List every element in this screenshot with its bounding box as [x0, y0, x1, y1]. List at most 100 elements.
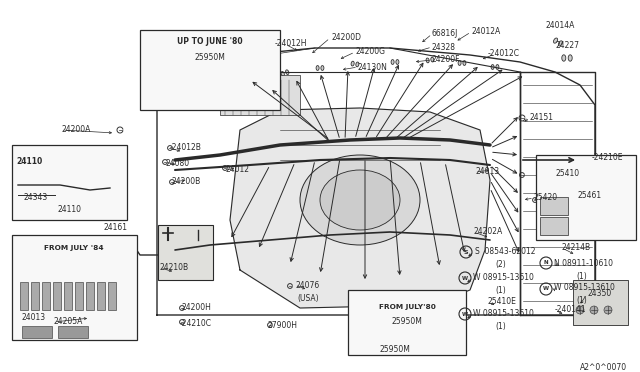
Text: FROM JULY'80: FROM JULY'80 — [379, 304, 435, 310]
Bar — [540, 197, 568, 215]
Circle shape — [590, 306, 598, 314]
Bar — [158, 225, 213, 280]
Bar — [64, 282, 72, 310]
Ellipse shape — [300, 155, 420, 245]
Text: -24012H: -24012H — [275, 39, 307, 48]
Ellipse shape — [426, 58, 429, 63]
Text: S: S — [464, 250, 468, 254]
Bar — [58, 326, 88, 338]
Ellipse shape — [458, 61, 461, 65]
Text: N 08911-10610: N 08911-10610 — [554, 259, 613, 267]
Ellipse shape — [201, 85, 205, 91]
Text: 25410: 25410 — [555, 169, 579, 177]
Text: 24012: 24012 — [225, 166, 249, 174]
Text: (USA): (USA) — [297, 294, 319, 302]
Text: 24110: 24110 — [16, 157, 42, 167]
Text: 24210B: 24210B — [160, 263, 189, 273]
Bar — [75, 282, 83, 310]
Text: S  08543-62012: S 08543-62012 — [475, 247, 536, 257]
Text: 25461: 25461 — [577, 190, 601, 199]
Text: UP TO JUNE '80: UP TO JUNE '80 — [177, 38, 243, 46]
Text: W: W — [543, 286, 549, 292]
Ellipse shape — [491, 65, 494, 70]
Bar — [20, 282, 28, 310]
Text: 24076: 24076 — [295, 280, 319, 289]
Text: (1): (1) — [576, 272, 587, 280]
Text: 25950M: 25950M — [195, 54, 225, 62]
Text: W 08915-13610: W 08915-13610 — [554, 283, 615, 292]
Ellipse shape — [396, 337, 399, 343]
Text: 24012A: 24012A — [471, 28, 500, 36]
Text: 25950M: 25950M — [380, 346, 411, 355]
Text: 24200H: 24200H — [182, 304, 212, 312]
Text: 24110: 24110 — [58, 205, 82, 215]
Text: 24343: 24343 — [24, 193, 48, 202]
Text: (1): (1) — [495, 323, 506, 331]
Text: -24210E: -24210E — [592, 153, 623, 161]
Text: 24227: 24227 — [555, 42, 579, 51]
Text: W: W — [462, 311, 468, 317]
Text: W 08915-13610: W 08915-13610 — [473, 273, 534, 282]
FancyBboxPatch shape — [12, 145, 127, 220]
Text: (1): (1) — [495, 285, 506, 295]
Ellipse shape — [562, 55, 566, 61]
Text: 27900H: 27900H — [268, 321, 298, 330]
Bar — [31, 282, 39, 310]
Text: 25410E: 25410E — [488, 298, 517, 307]
Text: -24210C: -24210C — [180, 318, 212, 327]
Ellipse shape — [558, 41, 563, 46]
Ellipse shape — [195, 85, 199, 91]
Ellipse shape — [321, 65, 324, 70]
Text: -240141: -240141 — [555, 305, 587, 314]
Text: 24080: 24080 — [165, 158, 189, 167]
Text: 24200F: 24200F — [432, 55, 461, 64]
Bar — [22, 326, 52, 338]
Text: 24214B: 24214B — [562, 244, 591, 253]
Ellipse shape — [356, 62, 359, 67]
Circle shape — [576, 306, 584, 314]
Ellipse shape — [244, 78, 247, 83]
Ellipse shape — [351, 61, 354, 66]
Ellipse shape — [239, 78, 242, 83]
Text: A2^0^0070: A2^0^0070 — [580, 363, 627, 372]
Text: 24200A: 24200A — [62, 125, 92, 135]
Ellipse shape — [320, 170, 400, 230]
FancyBboxPatch shape — [140, 30, 280, 110]
Text: 24200B: 24200B — [172, 177, 201, 186]
Ellipse shape — [285, 70, 289, 74]
Text: 24161: 24161 — [103, 224, 127, 232]
Text: (2): (2) — [495, 260, 506, 269]
Text: 25950M: 25950M — [392, 317, 422, 327]
Text: 24013: 24013 — [22, 314, 46, 323]
Text: 66816J: 66816J — [432, 29, 458, 38]
Ellipse shape — [431, 57, 434, 62]
Text: FROM JULY '84: FROM JULY '84 — [44, 245, 104, 251]
Bar — [108, 282, 116, 310]
Text: 24350: 24350 — [587, 289, 611, 298]
Ellipse shape — [401, 337, 404, 343]
Ellipse shape — [281, 71, 284, 76]
Text: 24014A: 24014A — [545, 22, 574, 31]
FancyBboxPatch shape — [536, 155, 636, 240]
Text: 24200D: 24200D — [332, 33, 362, 42]
Text: N: N — [544, 260, 548, 266]
Text: 24328: 24328 — [432, 42, 456, 51]
Ellipse shape — [396, 60, 399, 64]
Bar — [53, 282, 61, 310]
Polygon shape — [230, 108, 490, 308]
Text: 24151: 24151 — [530, 113, 554, 122]
Text: -24012B: -24012B — [170, 144, 202, 153]
Bar — [42, 282, 50, 310]
Text: -24012C: -24012C — [488, 49, 520, 58]
FancyBboxPatch shape — [348, 290, 466, 355]
Bar — [220, 75, 300, 115]
Text: (1): (1) — [576, 296, 587, 305]
Text: 24202A: 24202A — [474, 228, 503, 237]
Text: 24205A: 24205A — [54, 317, 83, 327]
Ellipse shape — [496, 65, 499, 70]
Text: 24130N: 24130N — [358, 62, 388, 71]
Bar — [97, 282, 105, 310]
Bar — [540, 217, 568, 235]
Circle shape — [604, 306, 612, 314]
Text: W: W — [462, 276, 468, 280]
